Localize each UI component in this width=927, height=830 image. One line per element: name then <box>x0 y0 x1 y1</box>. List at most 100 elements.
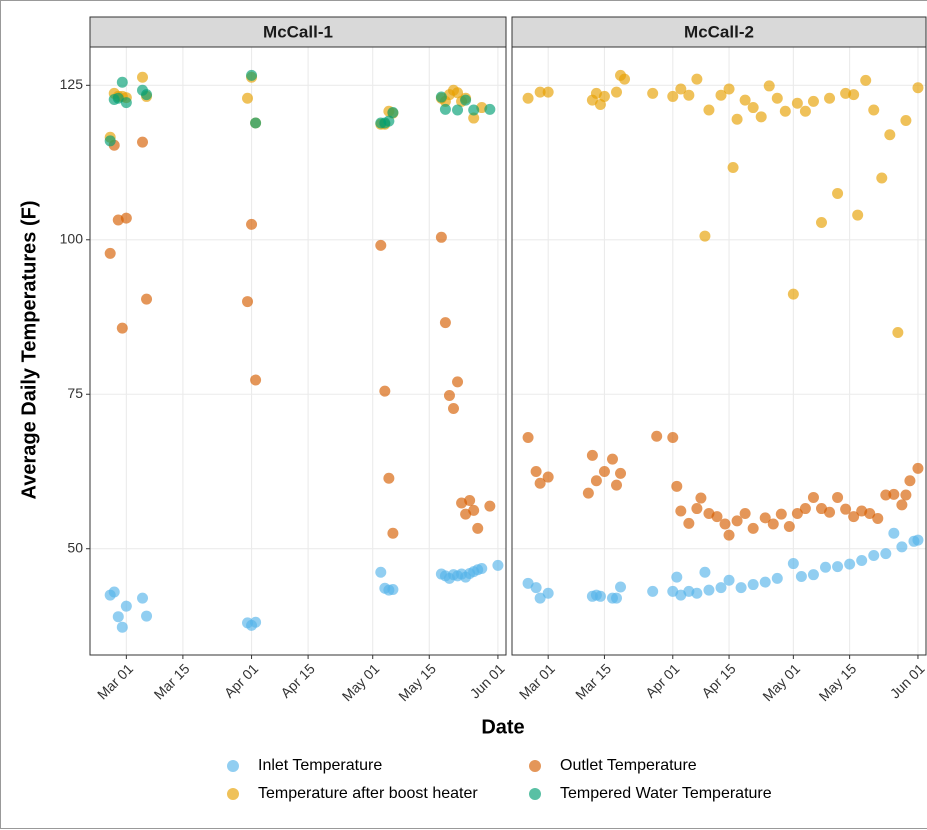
point <box>731 515 743 527</box>
point <box>530 465 542 477</box>
point <box>522 577 534 589</box>
point <box>671 571 683 583</box>
point <box>912 534 924 546</box>
point <box>711 511 723 523</box>
point <box>464 495 476 507</box>
point <box>598 90 610 102</box>
point <box>468 104 480 116</box>
point <box>542 587 554 599</box>
point <box>671 480 683 492</box>
panel-background <box>90 47 506 655</box>
point <box>112 611 124 623</box>
legend-label: Outlet Temperature <box>560 757 697 774</box>
point <box>799 503 811 515</box>
legend-label: Temperature after boost heater <box>258 785 478 802</box>
point <box>246 218 258 230</box>
point <box>872 512 884 524</box>
point <box>727 161 739 173</box>
point <box>767 518 779 530</box>
point <box>703 104 715 116</box>
point <box>534 592 546 604</box>
point <box>250 374 262 386</box>
point <box>771 92 783 104</box>
point <box>452 104 464 116</box>
point <box>683 517 695 529</box>
strip-title: McCall-1 <box>263 22 333 41</box>
point <box>799 105 811 117</box>
point <box>379 385 391 397</box>
point <box>795 571 807 583</box>
point <box>387 584 399 596</box>
point <box>691 73 703 85</box>
point <box>439 317 451 329</box>
strip <box>89 16 507 48</box>
point <box>667 432 679 444</box>
point <box>468 112 480 124</box>
point <box>582 487 594 499</box>
point <box>888 527 900 539</box>
point <box>719 518 731 530</box>
point <box>820 561 832 573</box>
point <box>104 247 116 259</box>
point <box>691 503 703 515</box>
y-tick-label: 125 <box>60 76 84 92</box>
panel-background <box>512 47 926 655</box>
point <box>108 586 120 598</box>
point <box>856 554 868 566</box>
point <box>864 508 876 520</box>
point <box>435 91 447 103</box>
point <box>880 489 892 501</box>
point <box>647 87 659 99</box>
point <box>116 322 128 334</box>
legend-label: Inlet Temperature <box>258 757 382 774</box>
point <box>484 500 496 512</box>
point <box>120 97 132 109</box>
point <box>452 376 464 388</box>
point <box>246 69 258 81</box>
point <box>771 572 783 584</box>
point <box>375 239 387 251</box>
point <box>840 87 852 99</box>
point <box>787 288 799 300</box>
point <box>739 94 751 106</box>
point <box>606 453 618 465</box>
point <box>896 499 908 511</box>
point <box>715 89 727 101</box>
point <box>755 111 767 123</box>
point <box>884 129 896 141</box>
point <box>141 89 153 101</box>
point <box>387 527 399 539</box>
point <box>691 587 703 599</box>
point <box>651 430 663 442</box>
point <box>611 479 623 491</box>
point <box>723 574 735 586</box>
point <box>731 113 743 125</box>
point <box>912 462 924 474</box>
point <box>141 293 153 305</box>
point <box>611 592 623 604</box>
point <box>832 187 844 199</box>
point <box>460 94 472 106</box>
point <box>807 491 819 503</box>
point <box>779 105 791 117</box>
y-tick-label: 75 <box>67 385 83 401</box>
point <box>791 97 803 109</box>
point <box>242 296 254 308</box>
point <box>832 561 844 573</box>
point <box>530 582 542 594</box>
point <box>852 209 864 221</box>
point <box>615 467 627 479</box>
point <box>699 566 711 578</box>
point <box>900 489 912 501</box>
point <box>435 231 447 243</box>
point <box>860 74 872 86</box>
point <box>824 92 836 104</box>
point <box>104 135 116 147</box>
point <box>112 92 124 104</box>
point <box>747 102 759 114</box>
point <box>468 504 480 516</box>
legend-key <box>529 788 541 800</box>
legend-label: Tempered Water Temperature <box>560 785 772 802</box>
point <box>439 103 451 115</box>
